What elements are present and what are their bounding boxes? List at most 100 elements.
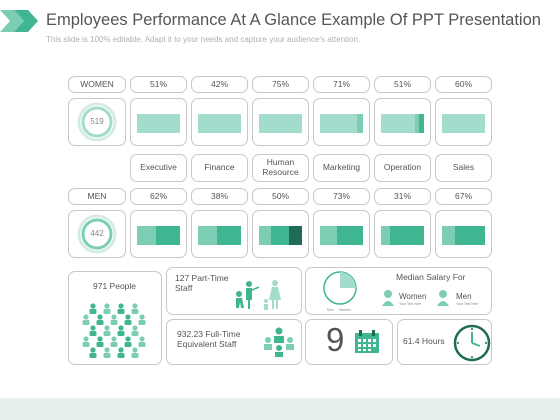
women-bar	[259, 114, 302, 133]
salary-pie-icon	[323, 271, 357, 305]
women-percent-box: 42%	[191, 76, 248, 93]
men-salary-label: Men	[456, 292, 472, 301]
median-salary-box: Men Women Median Salary For Women Your T…	[305, 267, 492, 315]
women-salary-label: Women	[399, 292, 427, 301]
team-meeting-icon	[264, 327, 294, 357]
women-bar-box	[313, 98, 370, 146]
men-bar-segment	[259, 226, 272, 245]
men-percent-label: 67%	[454, 190, 472, 201]
men-bar-segment	[289, 226, 302, 245]
full-time-box: 932.23 Full-Time Equivalent Staff	[166, 319, 302, 365]
page-title: Employees Performance At A Glance Exampl…	[46, 11, 541, 29]
hours-label: 61.4 Hours	[403, 336, 445, 346]
men-count-box: 442	[68, 210, 126, 258]
women-percent-box: 51%	[130, 76, 187, 93]
women-bar-segment	[414, 114, 419, 133]
part-time-staff: 127 Part-Time Staff	[175, 273, 229, 293]
department-label-box: Finance	[191, 154, 248, 182]
men-bar-segment	[156, 226, 180, 245]
women-bar-segment	[259, 114, 302, 133]
women-count: 519	[90, 117, 104, 127]
men-bar-segment	[217, 226, 241, 245]
women-count-box: 519	[68, 98, 126, 146]
big-number: 9	[326, 321, 345, 358]
women-percent-box: 75%	[252, 76, 309, 93]
men-bar-box	[313, 210, 370, 258]
men-percent-box: 62%	[130, 188, 187, 205]
women-bar-box	[252, 98, 309, 146]
man-avatar-icon	[437, 290, 449, 306]
men-percent-label: 73%	[332, 190, 350, 201]
men-bar	[198, 226, 241, 245]
women-percent-box: 60%	[435, 76, 492, 93]
men-percent-box: 38%	[191, 188, 248, 205]
pie-legend-women: Women	[339, 308, 351, 312]
women-bar-segment	[418, 114, 424, 133]
pie-legend-men: Men	[327, 308, 334, 312]
men-label-box: MEN	[68, 188, 126, 205]
department-label-box: Sales	[435, 154, 492, 182]
department-label: Marketing	[322, 162, 361, 173]
men-bar-segment	[389, 226, 424, 245]
women-percent-box: 71%	[313, 76, 370, 93]
people-box: 971 People	[68, 271, 162, 365]
men-salary-text: Your Text here	[456, 302, 479, 306]
women-label: WOMEN	[80, 78, 114, 89]
men-bar-segment	[320, 226, 338, 245]
men-bar-box	[130, 210, 187, 258]
median-salary-label: Median Salary For	[396, 272, 466, 282]
men-bar	[137, 226, 180, 245]
full-time-staff: 932.23 Full-Time Equivalent Staff	[177, 329, 241, 349]
men-percent-label: 50%	[271, 190, 289, 201]
chevron-arrow-icon	[0, 10, 38, 32]
men-bar	[320, 226, 363, 245]
calendar-icon	[355, 330, 379, 353]
men-bar-box	[435, 210, 492, 258]
men-bar-segment	[198, 226, 218, 245]
women-percent-label: 71%	[332, 78, 350, 89]
department-label: Finance	[204, 162, 235, 173]
women-bar-box	[130, 98, 187, 146]
women-bar-box	[435, 98, 492, 146]
page-subtitle: This slide is 100% editable. Adapt it to…	[46, 35, 361, 44]
department-label: Sales	[452, 162, 475, 173]
women-bar	[198, 114, 241, 133]
department-label: Operation	[383, 162, 422, 173]
women-bar-segment	[356, 114, 363, 133]
part-time-box: 127 Part-Time Staff	[166, 267, 302, 315]
hours-box: 61.4 Hours	[397, 319, 492, 365]
people-crowd-icon	[82, 303, 146, 358]
men-bar	[442, 226, 485, 245]
men-bar-segment	[381, 226, 390, 245]
women-salary-text: Your Text here	[399, 302, 422, 306]
women-donut-icon	[77, 102, 117, 142]
men-bar-segment	[271, 226, 290, 245]
women-bar-segment	[320, 114, 357, 133]
women-bar	[442, 114, 485, 133]
men-bar-segment	[337, 226, 363, 245]
women-bar	[320, 114, 363, 133]
men-donut-icon	[77, 214, 117, 254]
men-percent-label: 38%	[210, 190, 228, 201]
clock-icon	[453, 324, 491, 362]
men-percent-box: 50%	[252, 188, 309, 205]
department-label-box: Marketing	[313, 154, 370, 182]
men-percent-label: 62%	[149, 190, 167, 201]
men-bar	[381, 226, 424, 245]
men-count: 442	[90, 229, 104, 239]
women-bar-segment	[442, 114, 485, 133]
men-label: MEN	[87, 190, 107, 201]
people-count: 971 People	[93, 281, 137, 291]
women-bar-box	[374, 98, 431, 146]
teacher-child-icon	[236, 280, 281, 310]
men-bar	[259, 226, 302, 245]
women-percent-label: 75%	[271, 78, 289, 89]
women-bar	[137, 114, 180, 133]
department-label-box: Operation	[374, 154, 431, 182]
men-percent-label: 31%	[393, 190, 411, 201]
women-bar-segment	[381, 114, 415, 133]
women-bar	[381, 114, 424, 133]
men-bar-box	[252, 210, 309, 258]
department-label-box: Human Resource	[252, 154, 309, 182]
women-bar-box	[191, 98, 248, 146]
